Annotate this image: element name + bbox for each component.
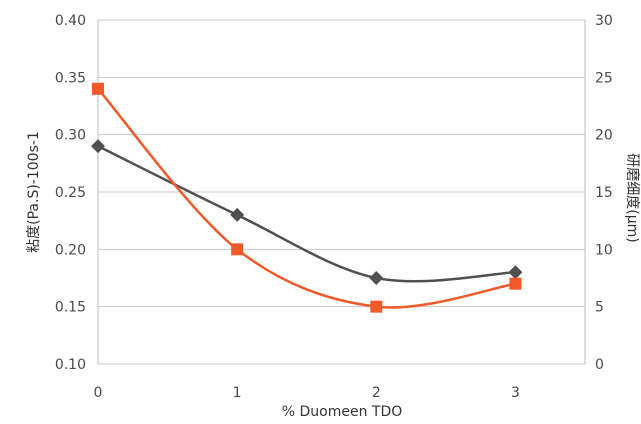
x-tick-label: 1 [233,385,242,401]
data-point-diamond [91,139,105,154]
y-tick-labels: 0.10 0.15 0.20 0.25 0.30 0.35 0.40 [55,13,86,373]
x-axis-title: % Duomeen TDO [282,404,403,420]
y-tick-label: 0.15 [55,300,86,316]
data-point-diamond [369,271,384,285]
x-tick-label: 2 [372,385,381,401]
x-tick-label: 0 [94,385,103,401]
y2-tick-labels: 0 5 10 15 20 25 30 [595,13,613,373]
data-point-square [92,82,104,95]
y2-tick-label: 10 [595,242,613,258]
x-tick-label: 3 [511,385,520,401]
y-tick-label: 0.40 [55,13,86,29]
series-markers [91,82,523,313]
y2-axis-title: 研磨细度(µm) [624,153,640,242]
y-tick-label: 0.10 [55,357,86,373]
y2-tick-label: 20 [595,128,613,144]
y-tick-label: 0.20 [55,242,86,258]
y-tick-label: 0.25 [55,185,86,201]
y2-tick-label: 15 [595,185,613,201]
y-tick-label: 0.30 [55,128,86,144]
data-point-square [370,300,383,313]
y-axis-title: 粘度(Pa.S)-100s-1 [26,131,42,253]
series-line-2 [96,87,517,309]
data-point-diamond [230,207,245,222]
axes [97,20,586,364]
data-point-square [231,243,244,256]
series-lines [96,87,517,309]
gridlines [98,19,585,365]
y-tick-label: 0.35 [55,70,86,86]
y2-tick-label: 5 [595,300,604,316]
y2-tick-label: 30 [595,13,613,29]
y2-tick-label: 0 [595,357,604,373]
series-line-1 [96,144,517,283]
y2-tick-label: 25 [595,70,613,86]
data-point-square [509,277,522,290]
data-point-diamond [508,265,523,280]
x-tick-labels: 0 1 2 3 [94,385,520,401]
